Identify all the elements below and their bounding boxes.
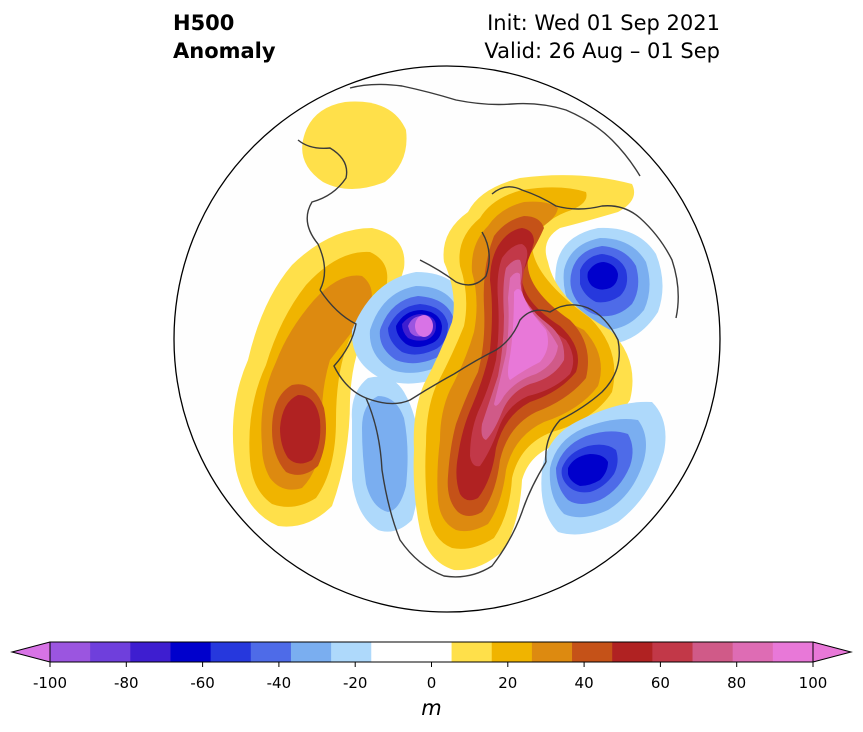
colorbar-bin	[692, 642, 734, 662]
anomaly-arctic-ridge-positive	[413, 175, 635, 571]
anomaly-western-us-negative	[351, 376, 420, 532]
colorbar-bin	[531, 642, 573, 662]
colorbar-bin	[451, 642, 493, 662]
anomaly-field	[232, 83, 679, 578]
map-title: H500 Anomaly	[173, 9, 276, 65]
colorbar-ticks: -100 -80 -60 -40 -20 0 20 40 60 80 100	[33, 662, 827, 692]
colorbar-tick-label: 0	[427, 674, 437, 692]
colorbar-bin	[491, 642, 533, 662]
colorbar-tick-label: 40	[575, 674, 594, 692]
valid-range: Valid: 26 Aug – 01 Sep	[484, 39, 720, 63]
colorbar-tick-label: -60	[190, 674, 215, 692]
colorbar-bin	[411, 642, 453, 662]
colorbar-bin	[331, 642, 372, 662]
colorbar-high-extension	[813, 642, 851, 662]
colorbar-bin	[612, 642, 653, 662]
colorbar-tick-label: -20	[343, 674, 368, 692]
colorbar-tick-label: 20	[498, 674, 517, 692]
anomaly-atlantic-negative	[541, 401, 666, 535]
title-line-2: Anomaly	[173, 39, 276, 63]
anomaly-europe-positive	[302, 101, 407, 189]
colorbar-bin	[371, 642, 412, 662]
colorbar-bin	[732, 642, 774, 662]
colorbar-bins	[50, 642, 814, 662]
colorbar-bin	[170, 642, 212, 662]
colorbar: -100 -80 -60 -40 -20 0 20 40 60 80 100	[10, 641, 853, 692]
colorbar-tick-label: -40	[267, 674, 292, 692]
colorbar-tick-label: 60	[651, 674, 670, 692]
colorbar-bin	[572, 642, 613, 662]
coastlines	[297, 83, 679, 578]
colorbar-bin	[210, 642, 252, 662]
colorbar-tick-label: -80	[114, 674, 139, 692]
map-boundary	[173, 65, 721, 613]
colorbar-tick-label: -100	[33, 674, 67, 692]
colorbar-bin	[90, 642, 131, 662]
colorbar-bin	[772, 642, 814, 662]
anomaly-pacific-positive	[232, 228, 405, 527]
map-dates: Init: Wed 01 Sep 2021 Valid: 26 Aug – 01…	[484, 9, 720, 65]
colorbar-bin	[250, 642, 292, 662]
colorbar-bin	[130, 642, 171, 662]
title-line-1: H500	[173, 11, 235, 35]
colorbar-unit-label: m	[421, 696, 442, 720]
colorbar-bin	[50, 642, 91, 662]
colorbar-tick-label: 100	[799, 674, 828, 692]
init-date: Init: Wed 01 Sep 2021	[487, 11, 720, 35]
anomaly-bering-negative	[351, 272, 472, 384]
colorbar-tick-label: 80	[727, 674, 746, 692]
colorbar-low-extension	[12, 642, 50, 662]
colorbar-bin	[290, 642, 332, 662]
polar-map	[173, 65, 721, 613]
colorbar-bin	[652, 642, 694, 662]
